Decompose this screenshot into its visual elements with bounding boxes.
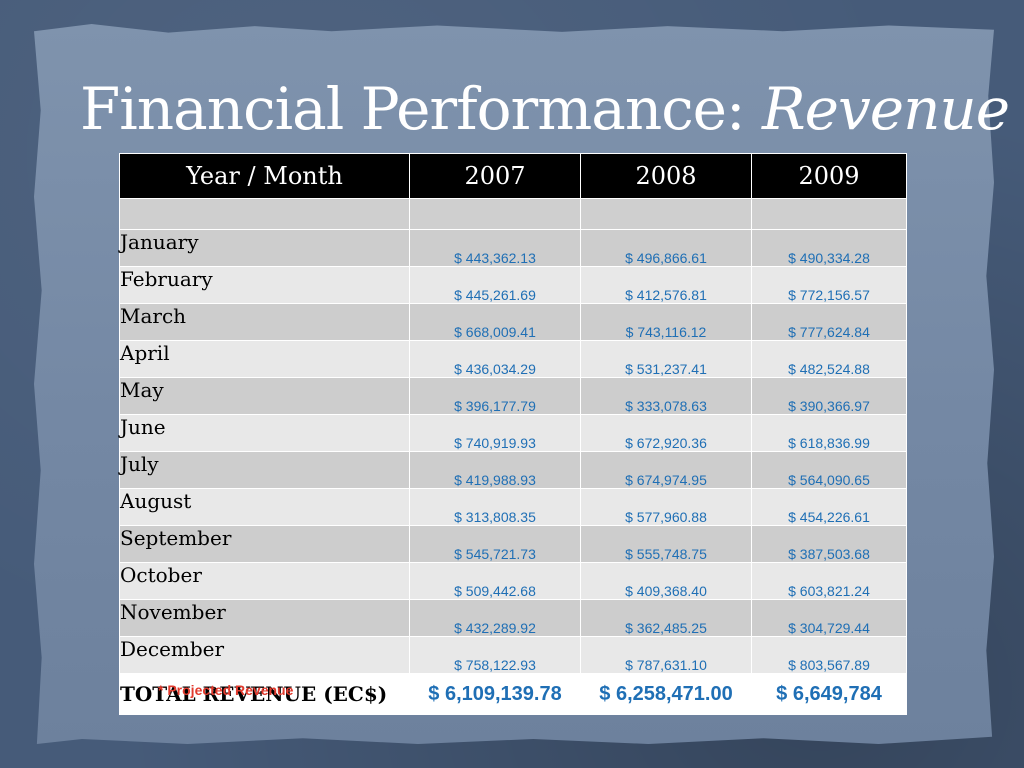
revenue-cell: $ 412,576.81 <box>580 266 752 304</box>
table-row: April $ 436,034.29 $ 531,237.41 $ 482,524.8… <box>119 340 907 378</box>
table-row: October $ 509,442.68 $ 409,368.40 $ 603,821… <box>119 562 907 600</box>
month-label: April <box>119 340 410 378</box>
month-label: May <box>119 377 410 415</box>
revenue-cell: $ 618,836.99 <box>751 414 907 452</box>
revenue-cell: $ 304,729.44 <box>751 599 907 637</box>
revenue-cell: $ 496,866.61 <box>580 229 752 267</box>
total-revenue-cell: $ 6,649,784 <box>751 673 907 715</box>
revenue-cell: $ 777,624.84 <box>751 303 907 341</box>
revenue-cell: $ 740,919.93 <box>409 414 581 452</box>
table-row: June $ 740,919.93 $ 672,920.36 $ 618,836.99 <box>119 414 907 452</box>
table-row: August $ 313,808.35 $ 577,960.88 $ 454,226.… <box>119 488 907 526</box>
header-2009: 2009 <box>751 153 907 199</box>
revenue-cell: $ 668,009.41 <box>409 303 581 341</box>
revenue-cell: $ 409,368.40 <box>580 562 752 600</box>
revenue-cell: $ 333,078.63 <box>580 377 752 415</box>
month-label: December <box>119 636 410 674</box>
month-label: February <box>119 266 410 304</box>
month-label: January <box>119 229 410 267</box>
blank-row <box>119 198 907 230</box>
projected-revenue-note: * Projected Revenue <box>158 682 294 698</box>
month-label: September <box>119 525 410 563</box>
revenue-cell: $ 362,485.25 <box>580 599 752 637</box>
revenue-cell: $ 674,974.95 <box>580 451 752 489</box>
total-revenue-label: TOTAL REVENUE (EC$) <box>120 682 388 706</box>
slide-title-main: Financial Performance: <box>80 75 762 143</box>
month-label: October <box>119 562 410 600</box>
revenue-cell: $ 443,362.13 <box>409 229 581 267</box>
revenue-cell: $ 313,808.35 <box>409 488 581 526</box>
revenue-cell: $ 432,289.92 <box>409 599 581 637</box>
revenue-cell: $ 672,920.36 <box>580 414 752 452</box>
revenue-cell: $ 555,748.75 <box>580 525 752 563</box>
table-row: July $ 419,988.93 $ 674,974.95 $ 564,090.65 <box>119 451 907 489</box>
revenue-cell: $ 743,116.12 <box>580 303 752 341</box>
table-row: March $ 668,009.41 $ 743,116.12 $ 777,624.8… <box>119 303 907 341</box>
revenue-cell: $ 490,334.28 <box>751 229 907 267</box>
header-year-month: Year / Month <box>119 153 410 199</box>
revenue-cell: $ 564,090.65 <box>751 451 907 489</box>
revenue-cell: $ 387,503.68 <box>751 525 907 563</box>
revenue-cell: $ 454,226.61 <box>751 488 907 526</box>
slide-title-emphasis: Revenue <box>761 75 1010 143</box>
month-label: March <box>119 303 410 341</box>
revenue-cell: $ 509,442.68 <box>409 562 581 600</box>
total-label-cell: TOTAL REVENUE (EC$) * Projected Revenue <box>119 673 410 715</box>
slide-title: Financial Performance: Revenue <box>80 80 1010 138</box>
table-row: January $ 443,362.13 $ 496,866.61 $ 490,334… <box>119 229 907 267</box>
table-row: December $ 758,122.93 $ 787,631.10 $ 803,56… <box>119 636 907 674</box>
revenue-cell: $ 445,261.69 <box>409 266 581 304</box>
table-row: November $ 432,289.92 $ 362,485.25 $ 304,72… <box>119 599 907 637</box>
revenue-cell: $ 419,988.93 <box>409 451 581 489</box>
revenue-cell: $ 577,960.88 <box>580 488 752 526</box>
total-revenue-cell: $ 6,109,139.78 <box>409 673 581 715</box>
revenue-cell: $ 545,721.73 <box>409 525 581 563</box>
revenue-table: Year / Month 2007 2008 2009 January $ 443… <box>119 153 907 715</box>
revenue-cell: $ 390,366.97 <box>751 377 907 415</box>
month-label: August <box>119 488 410 526</box>
total-revenue-cell: $ 6,258,471.00 <box>580 673 752 715</box>
revenue-cell: $ 772,156.57 <box>751 266 907 304</box>
month-label: July <box>119 451 410 489</box>
revenue-cell: $ 758,122.93 <box>409 636 581 674</box>
revenue-cell: $ 803,567.89 <box>751 636 907 674</box>
revenue-cell: $ 436,034.29 <box>409 340 581 378</box>
table-row: May $ 396,177.79 $ 333,078.63 $ 390,366.97 <box>119 377 907 415</box>
month-label: November <box>119 599 410 637</box>
total-row: TOTAL REVENUE (EC$) * Projected Revenue $ … <box>119 673 907 715</box>
month-label: June <box>119 414 410 452</box>
table-row: February $ 445,261.69 $ 412,576.81 $ 772,15… <box>119 266 907 304</box>
revenue-cell: $ 603,821.24 <box>751 562 907 600</box>
revenue-cell: $ 787,631.10 <box>580 636 752 674</box>
header-2007: 2007 <box>409 153 581 199</box>
revenue-cell: $ 531,237.41 <box>580 340 752 378</box>
table-header-row: Year / Month 2007 2008 2009 <box>119 153 907 199</box>
header-2008: 2008 <box>580 153 752 199</box>
revenue-cell: $ 396,177.79 <box>409 377 581 415</box>
table-row: September $ 545,721.73 $ 555,748.75 $ 387,5… <box>119 525 907 563</box>
revenue-cell: $ 482,524.88 <box>751 340 907 378</box>
